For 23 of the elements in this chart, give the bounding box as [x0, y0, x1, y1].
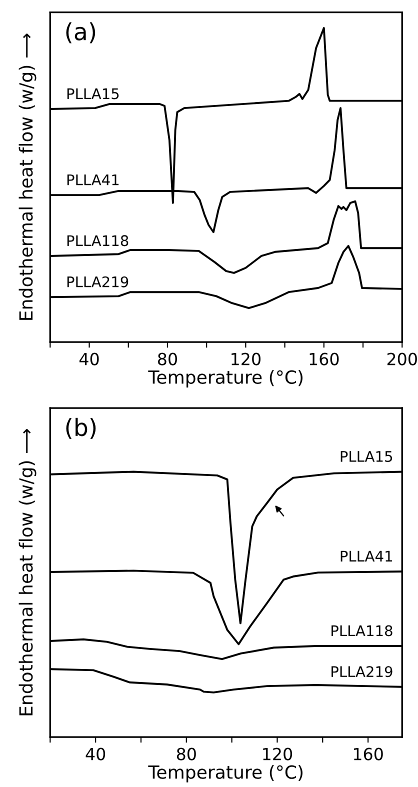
- x-tick-label: 120: [232, 352, 260, 366]
- series-label: PLLA41: [340, 550, 392, 562]
- annotation: (a): [66, 22, 96, 44]
- x-tick-label: 40: [79, 352, 99, 366]
- series-label: PLLA15: [340, 451, 392, 462]
- y-axis-title: Endothermal heat flow (w/g) ⟶: [18, 428, 36, 716]
- series-label: PLLA41: [67, 174, 119, 186]
- x-tick-label: 120: [263, 748, 292, 760]
- series-label: PLLA118: [332, 625, 392, 636]
- x-axis-title: Temperature (°C): [148, 370, 302, 388]
- x-axis-title: Temperature (°C): [148, 764, 302, 782]
- x-tick-label: 200: [387, 352, 417, 366]
- x-tick-label: 40: [86, 748, 106, 760]
- x-tick-label: 160: [310, 352, 339, 366]
- x-tick-label: 160: [354, 748, 383, 760]
- x-tick-label: 80: [158, 352, 177, 366]
- x-tick-label: 80: [176, 748, 196, 760]
- y-axis-title: Endothermal heat flow (w/g) ⟶: [18, 34, 36, 320]
- text: (b): [66, 418, 96, 439]
- series-label: PLLA15: [67, 88, 119, 100]
- series-label: PLLA219: [332, 666, 392, 678]
- series-label: PLLA118: [67, 235, 128, 246]
- series-label: PLLA219: [67, 276, 128, 288]
